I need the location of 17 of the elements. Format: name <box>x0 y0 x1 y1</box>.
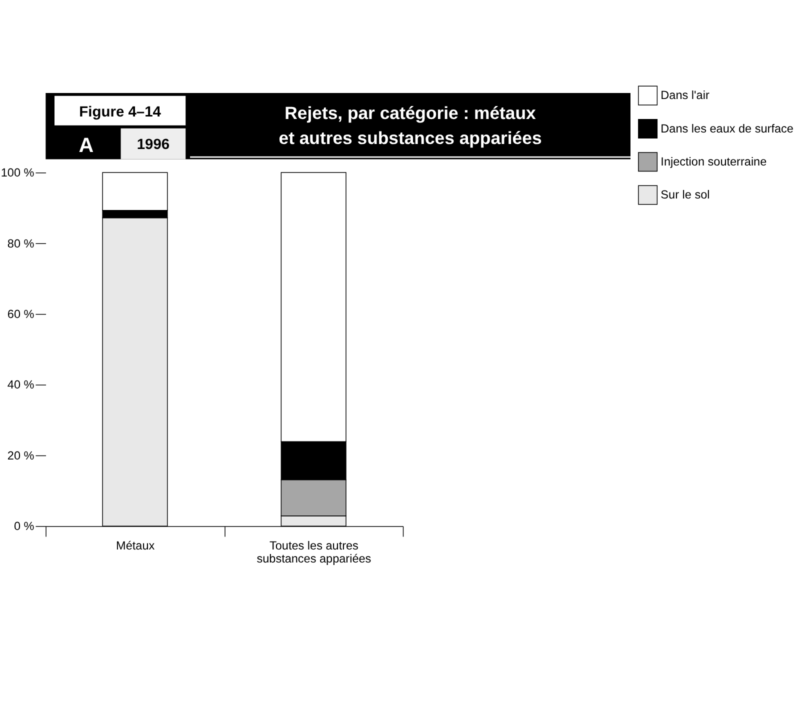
text: 1996 <box>136 136 170 153</box>
text: A <box>78 134 94 157</box>
y-tick-label: 20 % <box>7 449 35 462</box>
legend-label: Injection souterraine <box>660 156 768 169</box>
caption: Figure 4–14 <box>79 104 162 121</box>
legend-label: Dans l'air <box>660 89 710 102</box>
x-tick-label: Toutes les autres substances appariées <box>256 539 372 566</box>
text: Rejets, par catégorie : métaux <box>284 102 536 123</box>
y-tick-label: 80 % <box>7 237 35 250</box>
text: et autres substances appariées <box>278 128 542 148</box>
legend-label: Dans les eaux de surface <box>660 122 794 136</box>
y-tick-label: 60 % <box>7 308 35 322</box>
y-tick-label: 0 % <box>14 520 35 534</box>
legend-label: Sur le sol <box>660 188 710 202</box>
x-tick-label: Métaux <box>116 539 155 552</box>
y-tick-label: 100 % <box>0 166 35 180</box>
y-tick-label: 40 % <box>7 378 35 392</box>
